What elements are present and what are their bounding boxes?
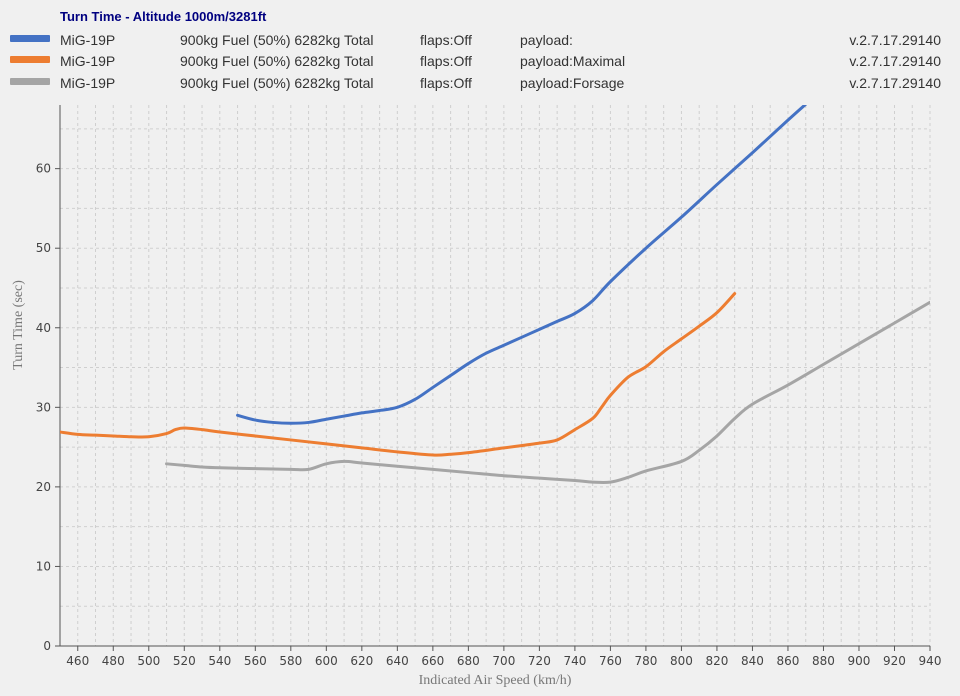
x-tick-label: 820 [705,654,728,668]
legend-fuel: 900kg Fuel (50%) 6282kg Total [180,75,374,91]
x-tick-label: 480 [102,654,125,668]
y-tick-label: 60 [36,162,51,176]
legend-swatch [10,78,50,85]
y-axis-label: Turn Time (sec) [11,280,26,370]
grid-lines [59,105,931,647]
legend-payload: payload:Forsage [520,75,625,91]
axes: 460 480 500 520 540 560 580 600 620 640 660 680 700 7… [36,105,942,668]
legend-entry[interactable]: MiG-19P 900kg Fuel (50%) 6282kg Total fl… [0,75,960,95]
legend-swatch [10,35,50,42]
x-tick-label: 840 [741,654,764,668]
legend-entry[interactable]: MiG-19P 900kg Fuel (50%) 6282kg Total fl… [0,53,960,73]
y-tick-label: 30 [36,400,51,414]
x-tick-label: 600 [315,654,338,668]
y-tick-label: 50 [36,241,51,255]
x-tick-label: 800 [670,654,693,668]
legend-flaps: flaps:Off [420,75,472,91]
legend-flaps: flaps:Off [420,53,472,69]
x-tick-label: 740 [563,654,586,668]
legend-entry[interactable]: MiG-19P 900kg Fuel (50%) 6282kg Total fl… [0,32,960,52]
legend-payload: payload: [520,32,573,48]
x-tick-label: 580 [279,654,302,668]
legend-version: v.2.7.17.29140 [849,32,941,48]
x-tick-label: 460 [66,654,89,668]
legend-fuel: 900kg Fuel (50%) 6282kg Total [180,32,374,48]
x-tick-label: 720 [528,654,551,668]
legend-version: v.2.7.17.29140 [849,53,941,69]
legend-swatch [10,56,50,63]
y-tick-label: 40 [36,321,51,335]
x-tick-label: 520 [173,654,196,668]
series-line-3 [165,300,930,485]
legend-version: v.2.7.17.29140 [849,75,941,91]
x-tick-label: 940 [919,654,942,668]
chart-title: Turn Time - Altitude 1000m/3281ft [60,9,267,24]
x-tick-label: 640 [386,654,409,668]
legend-aircraft: MiG-19P [60,75,116,91]
x-tick-label: 660 [421,654,444,668]
x-tick-label: 880 [812,654,835,668]
y-tick-label: 0 [43,639,51,653]
x-tick-label: 560 [244,654,267,668]
x-tick-label: 900 [848,654,871,668]
legend-payload: payload:Maximal [520,53,626,69]
x-tick-label: 500 [137,654,160,668]
legend-aircraft: MiG-19P [60,53,116,69]
x-tick-label: 860 [777,654,800,668]
x-tick-label: 540 [208,654,231,668]
legend-fuel: 900kg Fuel (50%) 6282kg Total [180,53,374,69]
x-tick-label: 920 [883,654,906,668]
y-tick-label: 20 [36,480,51,494]
legend-aircraft: MiG-19P [60,32,116,48]
x-tick-label: 760 [599,654,622,668]
x-axis-label: Indicated Air Speed (km/h) [419,673,572,688]
x-tick-label: 780 [634,654,657,668]
x-tick-label: 680 [457,654,480,668]
y-tick-label: 10 [36,559,51,573]
x-tick-label: 620 [350,654,373,668]
series-lines [60,105,930,485]
series-line-2 [60,292,737,457]
x-tick-label: 700 [492,654,515,668]
series-line-1 [236,105,807,425]
legend-flaps: flaps:Off [420,32,472,48]
